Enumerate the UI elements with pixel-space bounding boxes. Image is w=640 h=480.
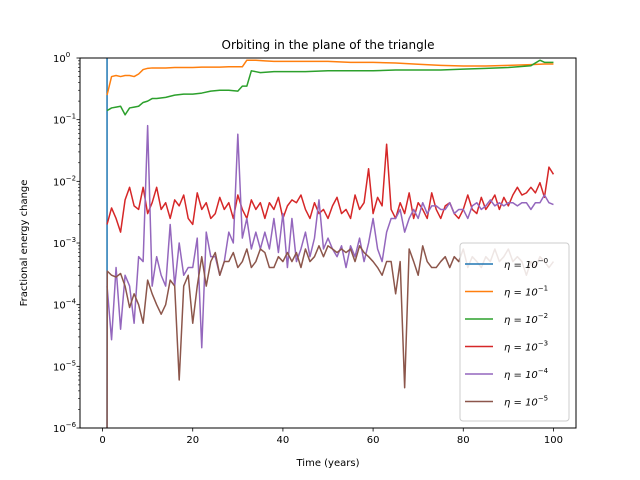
legend: η = 10−0 η = 10−1 η = 10−2 η = 10−3 η = 10−4… [459,242,570,422]
x-tick-label: 20 [186,435,199,446]
legend-label: η = 10−0 [504,257,548,271]
y-tick-label: 10−3 [53,236,76,250]
y-tick-label: 10−6 [53,421,77,435]
legend-label: η = 10−4 [504,367,549,381]
y-tick-label: 10−5 [53,359,76,373]
y-axis: 10−6 10−5 10−4 10−3 10−2 10−1 100 [53,51,80,435]
y-tick-label: 10−1 [53,113,76,127]
legend-label: η = 10−1 [504,285,548,299]
y-tick-label: 10−4 [53,298,77,312]
legend-label: η = 10−5 [504,395,548,409]
chart-title: Orbiting in the plane of the triangle [222,38,435,52]
legend-label: η = 10−3 [504,340,548,354]
x-axis-title: Time (years) [296,458,360,469]
y-tick-label: 10−2 [53,174,76,188]
legend-box [459,242,570,422]
series-line-1 [106,59,554,96]
y-axis-title: Fractional energy change [19,180,30,307]
x-tick-label: 100 [544,435,563,446]
legend-label: η = 10−2 [504,312,548,326]
x-axis: 0 20 40 60 80 100 [99,428,563,446]
series-line-2 [106,59,554,116]
x-tick-label: 40 [277,435,290,446]
series-line-4 [106,124,554,349]
x-tick-label: 60 [367,435,380,446]
x-tick-label: 0 [99,435,105,446]
x-tick-label: 80 [457,435,470,446]
y-tick-label: 100 [53,51,70,65]
